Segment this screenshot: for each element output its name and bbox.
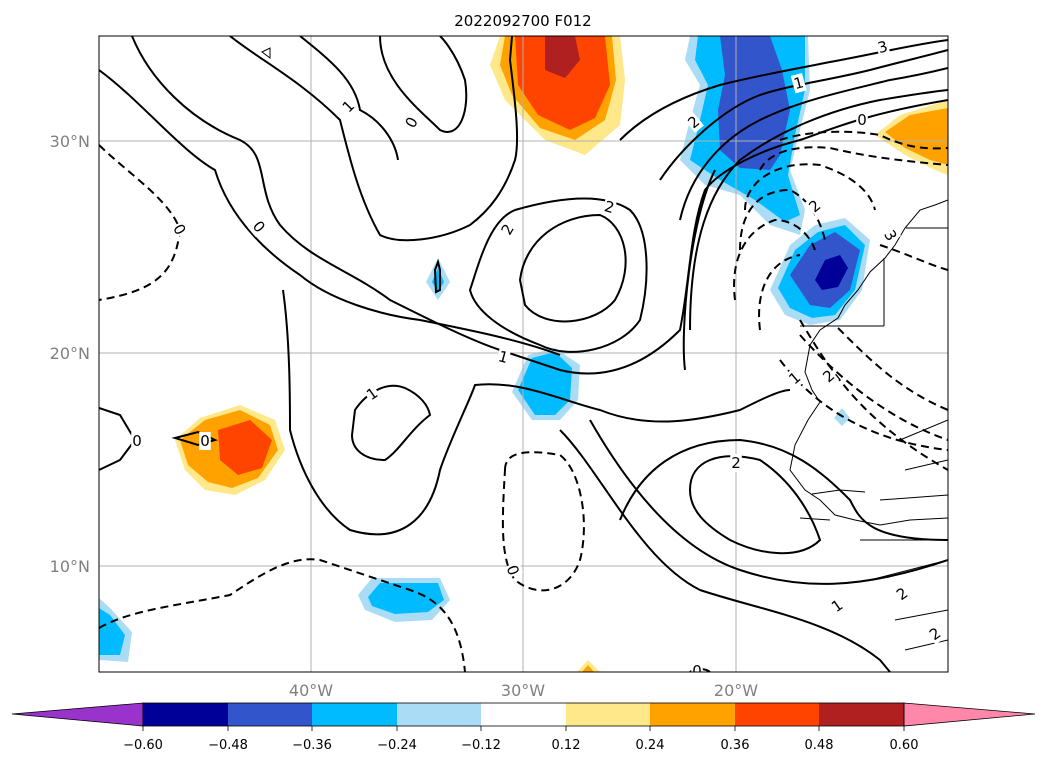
contour-label-halo: [925, 623, 946, 645]
colorbar-tick-label: 0.36: [721, 738, 750, 753]
contour-label: 1: [792, 73, 806, 93]
contour-label-halo: [168, 220, 191, 239]
contour-label-halo: [338, 96, 359, 117]
longitude-labels: 40°W 30°W 20°W: [289, 681, 758, 700]
contour-line: [688, 455, 822, 555]
figure-title: 2022092700 F012: [454, 12, 591, 30]
contour-line: [837, 327, 948, 411]
contour-label-halo: [400, 113, 423, 132]
contour-label: 2: [602, 197, 616, 217]
contour-label-halo: [496, 220, 519, 239]
contour-label-halo: [199, 432, 211, 450]
contour-line: [733, 218, 816, 301]
contour-label-halo: [827, 595, 848, 617]
colorbar-segment: [312, 703, 397, 726]
contour-label-halo: [784, 367, 805, 389]
contour-line: [282, 289, 791, 536]
colorbar-extend-high: [903, 702, 1036, 727]
contour-line: [744, 163, 876, 211]
contour-label-halo: [874, 36, 891, 58]
contour-line: [619, 438, 948, 541]
contour-label-halo: [248, 216, 270, 237]
colorbar-tick-label: −0.36: [292, 738, 332, 753]
contour-label-halo: [691, 662, 703, 672]
contour-line: [379, 36, 468, 133]
contour-label: 1: [496, 347, 510, 367]
colorbar-tick-label: 0.12: [552, 738, 581, 753]
contour-label-halo: [131, 432, 143, 450]
contour-line: [682, 169, 716, 371]
contour-line: [99, 558, 466, 672]
contour-label-halo: [856, 111, 868, 129]
contour-line: [589, 419, 948, 585]
lat-label: 10°N: [50, 557, 90, 576]
colorbar-segment: [819, 703, 904, 726]
contour-line: [433, 258, 441, 294]
colorbar-segment: [228, 703, 312, 726]
contour-line: [99, 69, 561, 356]
contour-label: 2: [731, 454, 741, 472]
contour-line: [679, 67, 948, 221]
colorbar-tick-label: 0.24: [636, 738, 665, 753]
colorbar-tick-label: −0.12: [461, 738, 501, 753]
negative-contours: [99, 130, 948, 672]
contour-label: 0: [132, 432, 142, 450]
contour-label: 0: [692, 662, 702, 680]
contour-label: 0: [857, 111, 867, 129]
contour-label-halo: [790, 72, 807, 94]
contour-line: [779, 130, 948, 150]
lon-label: 40°W: [289, 681, 333, 700]
contour-line: [350, 384, 432, 462]
contour-label-halo: [730, 454, 742, 472]
colorbar-tick-label: −0.24: [377, 738, 417, 753]
colorbar-segment: [481, 703, 566, 726]
colorbar-tick-label: −0.48: [208, 738, 248, 753]
contour-line: [879, 244, 948, 271]
colorbar-segment: [143, 703, 228, 726]
contour-line: [171, 430, 218, 447]
colorbar-tick-label: 0.48: [805, 738, 834, 753]
lon-label: 20°W: [714, 681, 758, 700]
lon-label: 30°W: [501, 681, 545, 700]
contour-label: 0: [200, 432, 210, 450]
anomaly-shading: [99, 36, 948, 672]
map-frame: [98, 35, 949, 673]
latitude-labels: 30°N 20°N 10°N: [50, 132, 90, 576]
colorbar-segment: [397, 703, 481, 726]
contour-line: [559, 429, 891, 672]
contour-line: [619, 39, 948, 141]
contour-label: 3: [876, 37, 890, 57]
colorbar-outline: [142, 702, 905, 727]
colorbar: −0.60 −0.48 −0.36 −0.24 −0.12 0.12 0.24 …: [11, 702, 1036, 753]
contour-line: [758, 254, 948, 471]
contour-label-halo: [804, 195, 825, 217]
contour-label-halo: [892, 583, 913, 605]
colorbar-tick-label: −0.60: [123, 738, 163, 753]
contour-label-halo: [495, 346, 512, 368]
contour-line: [468, 197, 648, 353]
contour-label-halo: [683, 111, 704, 133]
lat-label: 20°N: [50, 344, 90, 363]
contour-label-halo: [601, 196, 618, 218]
lat-label: 30°N: [50, 132, 90, 151]
contour-label-halo: [362, 383, 383, 405]
colorbar-segment: [650, 703, 735, 726]
contour-label-halo: [879, 226, 902, 245]
contour-line: [689, 89, 948, 331]
colorbar-segment: [735, 703, 819, 726]
contour-label-halo: [818, 365, 839, 387]
colorbar-extend-low: [11, 702, 144, 727]
contour-line: [518, 213, 627, 323]
contour-label-halo: [502, 561, 524, 579]
colorbar-tick-label: 0.60: [890, 738, 919, 753]
contour-line: [299, 36, 399, 161]
contour-line: [131, 36, 948, 375]
contour-line: [799, 334, 948, 441]
height-contours: [99, 36, 948, 672]
colorbar-segment: [566, 703, 650, 726]
contour-line: [739, 188, 826, 251]
contour-line: [501, 451, 585, 592]
contour-line: [229, 36, 519, 242]
